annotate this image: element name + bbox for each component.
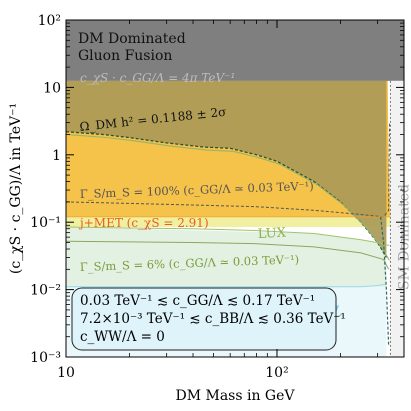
parameter-legend-box [71, 287, 337, 351]
x-tick-label: 10² [265, 365, 288, 381]
y-tick-label: 10² [38, 13, 61, 29]
resonance-drop-curve [380, 216, 390, 346]
y-tick-label: 10 [43, 80, 61, 96]
plot-frame [65, 19, 405, 358]
x-axis-label: DM Mass in GeV [175, 388, 295, 404]
y-tick-label: 10⁻¹ [30, 215, 61, 231]
y-axis-label: (c_χS · c_GG)/Λ in TeV⁻¹ [8, 103, 24, 274]
label-4pi-limit: c_χS · c_GG/Λ = 4π TeV⁻¹ [80, 71, 235, 85]
y-tick-label: 10⁻³ [30, 350, 61, 366]
jmet-band [66, 216, 391, 227]
axes: 10⁻³ 10⁻² 10⁻¹ 1 10 10² 10 10² DM Mass in GeV (c_… [8, 13, 405, 404]
label-jmet: j+MET (c_χS = 2.91) [78, 216, 209, 230]
y-tick-label: 1 [52, 148, 61, 164]
dm-dominated-band [66, 20, 404, 81]
legend-line: c_WW/Λ = 0 [80, 329, 165, 345]
label-lux: LUX [257, 226, 287, 242]
width100-curve [66, 122, 391, 218]
sm-dominated-band [390, 80, 404, 357]
y-tick-label: 10⁻² [30, 283, 61, 299]
relic-region [66, 80, 387, 258]
relic-density-curve-lower [68, 134, 390, 261]
legend-line: 7.2×10⁻³ TeV⁻¹ ≲ c_BB/Λ ≲ 0.36 TeV⁻¹ [80, 311, 346, 327]
lux-curve [66, 226, 390, 247]
width6-curve [66, 240, 390, 270]
relic-density-curve [66, 131, 387, 258]
lz-curve [66, 283, 387, 288]
curves [66, 122, 391, 346]
label-dm-dominated: DM Dominated [78, 31, 186, 47]
x-tick-label: 10 [57, 365, 75, 381]
label-gluon-fusion: Gluon Fusion [78, 48, 172, 64]
legend-line: 0.03 TeV⁻¹ ≲ c_GG/Λ ≲ 0.17 TeV⁻¹ [80, 293, 315, 309]
